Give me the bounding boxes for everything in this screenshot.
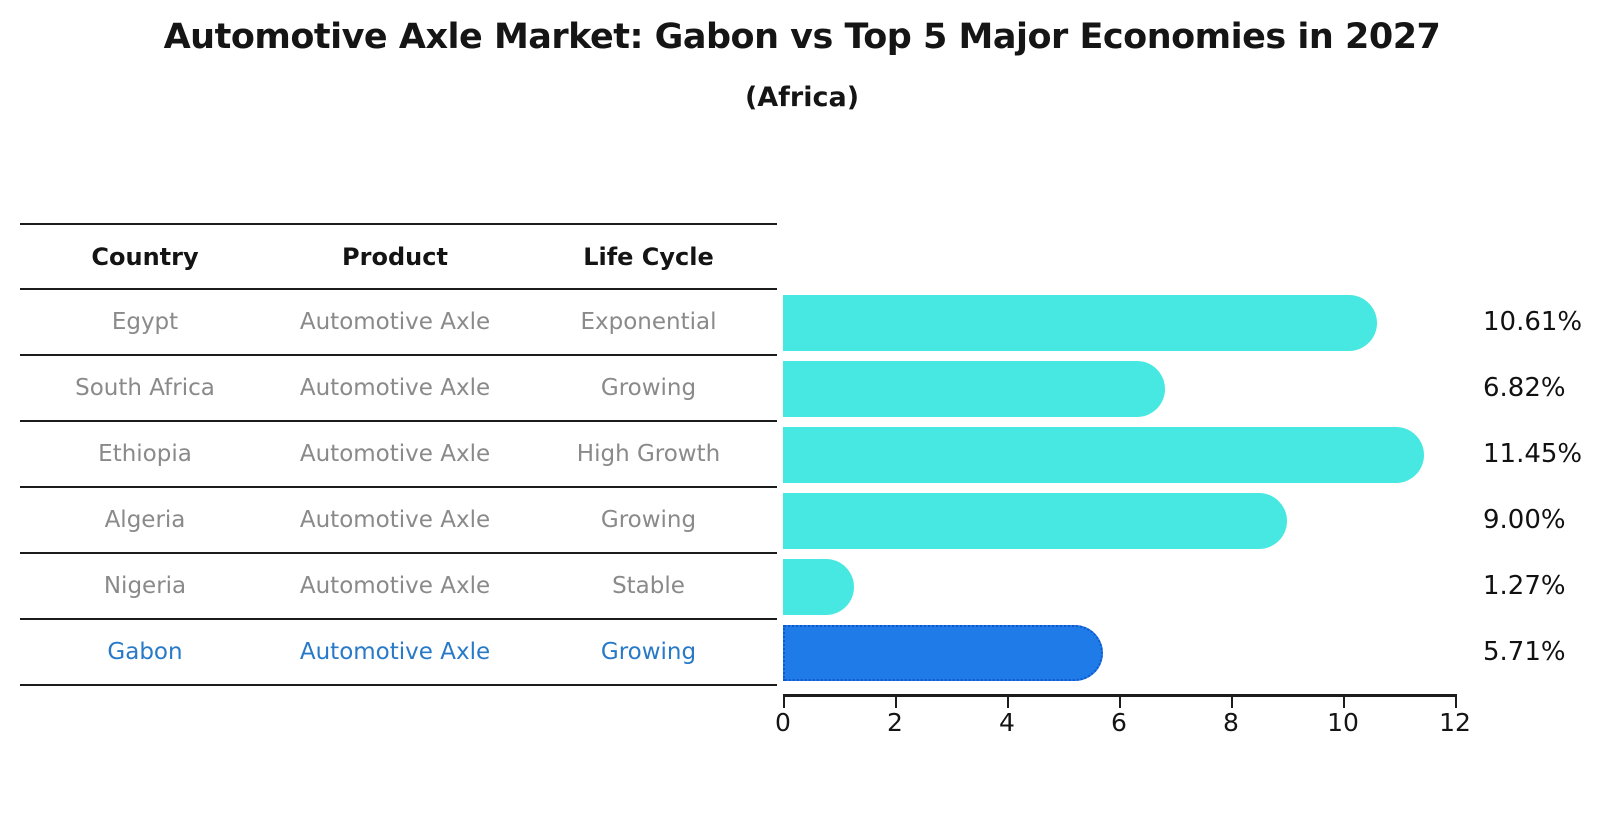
table-row-ethiopia: Ethiopia Automotive Axle High Growth [20, 422, 777, 488]
chart-title: Automotive Axle Market: Gabon vs Top 5 M… [163, 17, 1441, 57]
chart-subtitle: (Africa) [744, 82, 860, 113]
x-tick-label: 6 [1111, 708, 1127, 737]
cell-country: South Africa [75, 375, 215, 401]
cell-product: Automotive Axle [299, 573, 491, 599]
x-tick-label: 8 [1223, 708, 1239, 737]
cell-life-cycle: Exponential [580, 309, 717, 335]
column-header-country: Country [91, 242, 199, 271]
x-tick-label: 4 [999, 708, 1015, 737]
bar-south-africa [783, 361, 1165, 417]
value-label-egypt: 10.61% [1483, 307, 1583, 337]
table-row-gabon: Gabon Automotive Axle Growing [20, 620, 777, 686]
table-row-south-africa: South Africa Automotive Axle Growing [20, 356, 777, 422]
cell-country: Nigeria [103, 573, 187, 599]
x-tick-label: 2 [887, 708, 903, 737]
cell-product: Automotive Axle [299, 441, 491, 467]
cell-life-cycle: Growing [600, 375, 697, 401]
cell-life-cycle: Stable [612, 573, 685, 599]
value-label-south-africa: 6.82% [1483, 373, 1566, 403]
bar-algeria [783, 493, 1287, 549]
x-tick [895, 696, 897, 708]
cell-product: Automotive Axle [299, 375, 491, 401]
value-label-algeria: 9.00% [1483, 505, 1566, 535]
x-tick-label: 10 [1327, 708, 1359, 737]
x-tick [783, 696, 785, 708]
column-header-product: Product [342, 242, 448, 271]
x-axis-line [783, 694, 1457, 697]
x-tick [1343, 696, 1345, 708]
x-tick [1231, 696, 1233, 708]
x-tick-label: 0 [775, 708, 791, 737]
table-row-nigeria: Nigeria Automotive Axle Stable [20, 554, 777, 620]
table-row-algeria: Algeria Automotive Axle Growing [20, 488, 777, 554]
cell-product: Automotive Axle [299, 639, 491, 665]
cell-country: Algeria [104, 507, 186, 533]
cell-life-cycle: Growing [600, 639, 697, 665]
table-header-row: Country Product Life Cycle [20, 223, 777, 290]
cell-product: Automotive Axle [299, 309, 491, 335]
bar-egypt [783, 295, 1378, 351]
bar-ethiopia [783, 427, 1425, 483]
cell-country: Gabon [107, 639, 183, 665]
x-tick [1119, 696, 1121, 708]
cell-life-cycle: Growing [600, 507, 697, 533]
bar-gabon [783, 625, 1103, 681]
value-label-ethiopia: 11.45% [1483, 439, 1583, 469]
x-tick [1007, 696, 1009, 708]
bar-nigeria [783, 559, 855, 615]
table-body: Egypt Automotive Axle Exponential South Afr… [20, 290, 777, 686]
cell-country: Egypt [111, 309, 179, 335]
cell-country: Ethiopia [98, 441, 192, 467]
table-row-egypt: Egypt Automotive Axle Exponential [20, 290, 777, 356]
x-tick-label: 12 [1439, 708, 1471, 737]
value-label-nigeria: 1.27% [1483, 571, 1566, 601]
cell-life-cycle: High Growth [576, 441, 721, 467]
cell-product: Automotive Axle [299, 507, 491, 533]
x-tick [1455, 696, 1457, 708]
column-header-life-cycle: Life Cycle [583, 242, 714, 271]
value-label-gabon: 5.71% [1483, 637, 1566, 667]
country-table: Country Product Life Cycle Egypt Automoti… [20, 223, 777, 686]
